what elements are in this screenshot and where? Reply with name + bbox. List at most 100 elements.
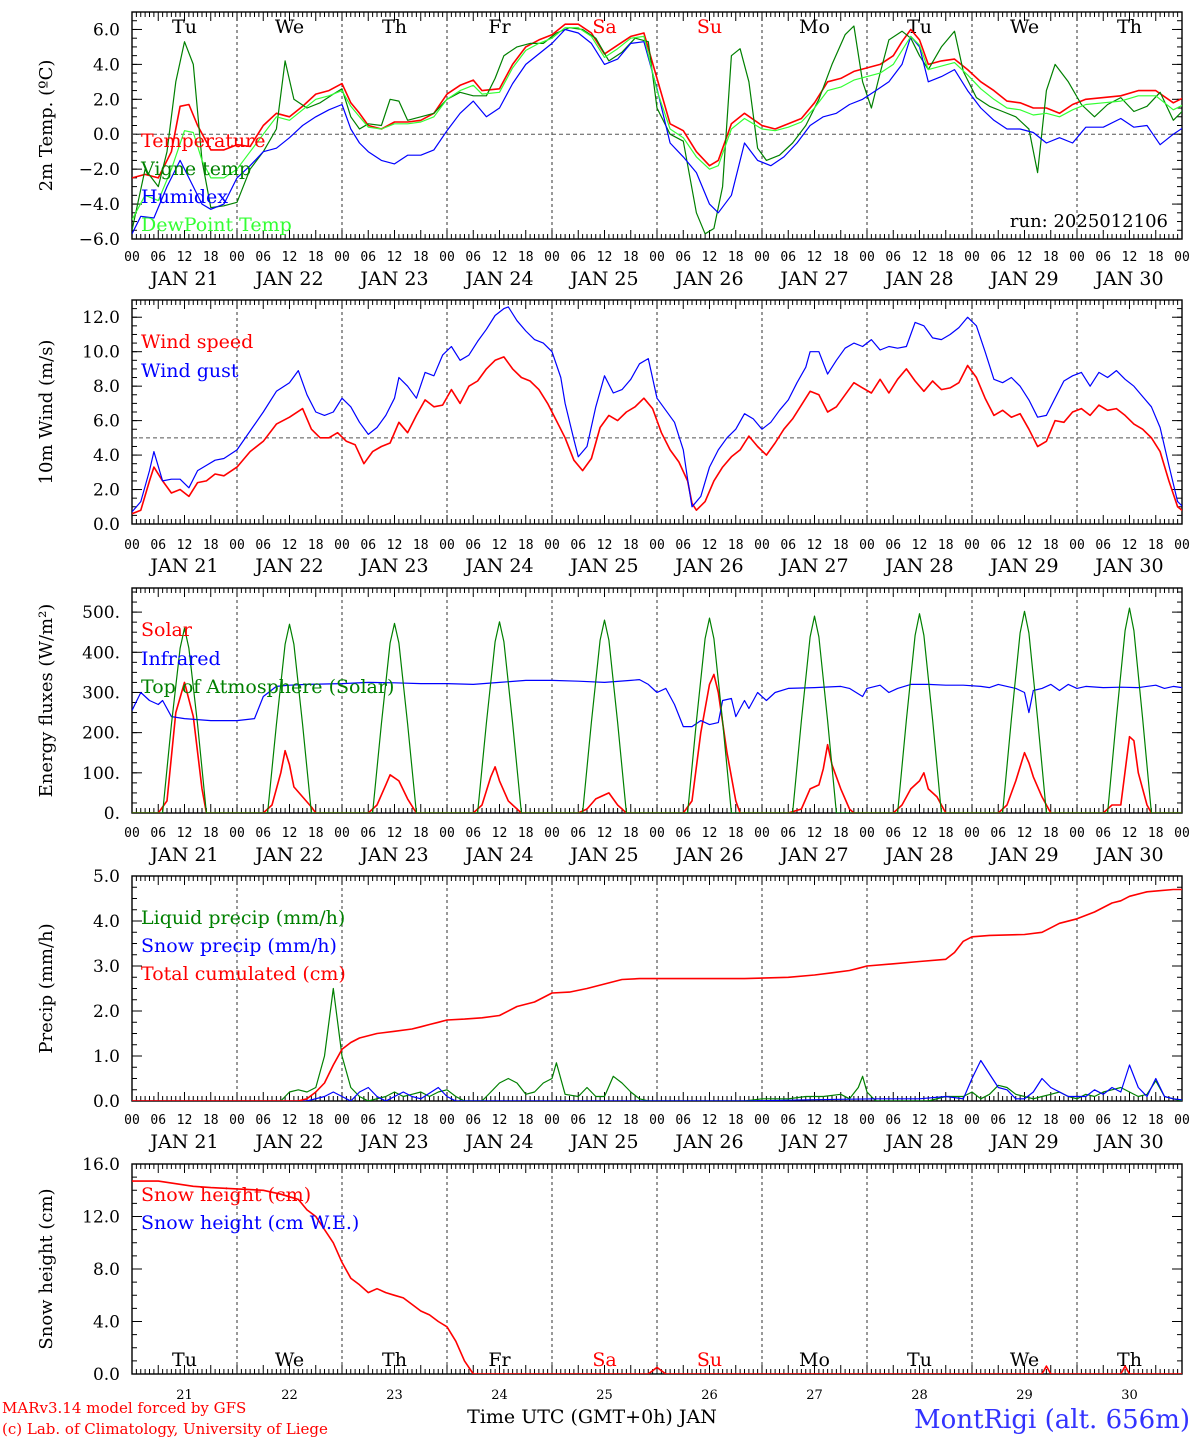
hour-tick-label: 06 — [570, 538, 586, 553]
weekday-label: Su — [697, 1349, 722, 1371]
hour-tick-label: 12 — [177, 826, 193, 841]
date-label: JAN 26 — [673, 1131, 743, 1153]
date-label: 27 — [806, 1388, 823, 1403]
date-label: JAN 29 — [988, 268, 1058, 290]
hour-tick-label: 12 — [1122, 250, 1138, 265]
legend-entry: Infrared — [141, 648, 221, 670]
hour-tick-label: 06 — [255, 538, 271, 553]
hour-tick-label: 18 — [203, 826, 219, 841]
y-tick-label: 6.0 — [93, 20, 120, 40]
hour-tick-label: 00 — [124, 250, 140, 265]
hour-tick-label: 00 — [124, 538, 140, 553]
hour-tick-label: 00 — [754, 826, 770, 841]
hour-tick-label: 18 — [308, 250, 324, 265]
y-axis-title: 2m Temp. (ºC) — [36, 60, 57, 192]
hour-tick-label: 18 — [623, 1113, 639, 1128]
hour-tick-label: 06 — [990, 538, 1006, 553]
hour-tick-label: 00 — [229, 538, 245, 553]
hour-tick-label: 18 — [308, 826, 324, 841]
hour-tick-label: 12 — [1017, 1113, 1033, 1128]
hour-tick-label: 18 — [203, 1113, 219, 1128]
hour-tick-label: 06 — [885, 1113, 901, 1128]
series-line-total-cumulated-cm — [132, 888, 1182, 1101]
weekday-label: Th — [1117, 1349, 1142, 1371]
y-axis-title: Precip (mm/h) — [36, 923, 57, 1053]
date-label: JAN 21 — [148, 268, 218, 290]
hour-tick-label: 18 — [203, 538, 219, 553]
hour-tick-label: 12 — [1122, 538, 1138, 553]
weekday-label: Mo — [799, 1349, 830, 1371]
hour-tick-label: 00 — [1174, 250, 1190, 265]
hour-tick-label: 06 — [675, 826, 691, 841]
date-label: JAN 28 — [883, 1131, 953, 1153]
hour-tick-label: 12 — [177, 538, 193, 553]
hour-tick-label: 00 — [334, 1113, 350, 1128]
hour-tick-label: 12 — [1122, 1113, 1138, 1128]
hour-tick-label: 00 — [1069, 538, 1085, 553]
y-tick-label: 100. — [82, 764, 120, 784]
hour-tick-label: 18 — [518, 250, 534, 265]
hour-tick-label: 00 — [964, 1113, 980, 1128]
weekday-label: Th — [1117, 16, 1142, 38]
hour-tick-label: 00 — [649, 250, 665, 265]
hour-tick-label: 06 — [675, 1113, 691, 1128]
date-label: JAN 22 — [253, 844, 323, 866]
hour-tick-label: 12 — [702, 250, 718, 265]
hour-tick-label: 00 — [1069, 250, 1085, 265]
hour-tick-label: 06 — [150, 826, 166, 841]
weekday-label: Fr — [488, 1349, 511, 1371]
hour-tick-label: 00 — [439, 250, 455, 265]
hour-tick-label: 12 — [1017, 250, 1033, 265]
hour-tick-label: 18 — [1043, 1113, 1059, 1128]
y-tick-label: 8.0 — [93, 377, 120, 397]
date-label: JAN 21 — [148, 1131, 218, 1153]
hour-tick-label: 00 — [544, 1113, 560, 1128]
hour-tick-label: 06 — [255, 826, 271, 841]
date-label: 22 — [281, 1388, 298, 1403]
hour-tick-label: 18 — [1148, 1113, 1164, 1128]
y-tick-label: 400. — [82, 643, 120, 663]
hour-tick-label: 12 — [177, 250, 193, 265]
hour-tick-label: 06 — [150, 538, 166, 553]
weekday-label: Tu — [172, 1349, 197, 1371]
date-label: JAN 25 — [568, 555, 638, 577]
legend-entry: Snow precip (mm/h) — [141, 935, 337, 957]
hour-tick-label: 12 — [1017, 538, 1033, 553]
hour-tick-label: 00 — [229, 1113, 245, 1128]
hour-tick-label: 00 — [964, 538, 980, 553]
hour-tick-label: 00 — [439, 826, 455, 841]
hour-tick-label: 06 — [570, 1113, 586, 1128]
date-label: JAN 23 — [358, 268, 428, 290]
y-tick-label: 0. — [104, 804, 120, 824]
weekday-label: Fr — [488, 16, 511, 38]
hour-tick-label: 06 — [675, 250, 691, 265]
hour-tick-label: 06 — [885, 538, 901, 553]
x-axis-title: Time UTC (GMT+0h) JAN — [467, 1406, 717, 1428]
hour-tick-label: 00 — [754, 250, 770, 265]
hour-tick-label: 18 — [518, 1113, 534, 1128]
hour-tick-label: 06 — [885, 250, 901, 265]
plot-frame — [131, 587, 1183, 814]
hour-tick-label: 06 — [465, 250, 481, 265]
date-label: JAN 27 — [778, 844, 848, 866]
date-label: JAN 29 — [988, 555, 1058, 577]
hour-tick-label: 18 — [1043, 826, 1059, 841]
date-label: JAN 21 — [148, 555, 218, 577]
hour-tick-label: 12 — [492, 826, 508, 841]
y-tick-label: 10.0 — [82, 343, 120, 363]
hour-tick-label: 06 — [465, 826, 481, 841]
series-line-infrared — [132, 679, 1182, 728]
date-label: JAN 27 — [778, 555, 848, 577]
series-line-temperature — [132, 23, 1182, 179]
hour-tick-label: 00 — [964, 250, 980, 265]
hour-tick-label: 06 — [1095, 250, 1111, 265]
legend-entry: Snow height (cm) — [141, 1184, 311, 1206]
date-label: 23 — [386, 1388, 403, 1403]
hour-tick-label: 18 — [518, 826, 534, 841]
y-tick-label: 12.0 — [82, 1208, 120, 1228]
hour-tick-label: 18 — [623, 538, 639, 553]
y-tick-label: 4.0 — [93, 55, 120, 75]
date-label: JAN 21 — [148, 844, 218, 866]
y-tick-label: 16.0 — [82, 1155, 120, 1175]
